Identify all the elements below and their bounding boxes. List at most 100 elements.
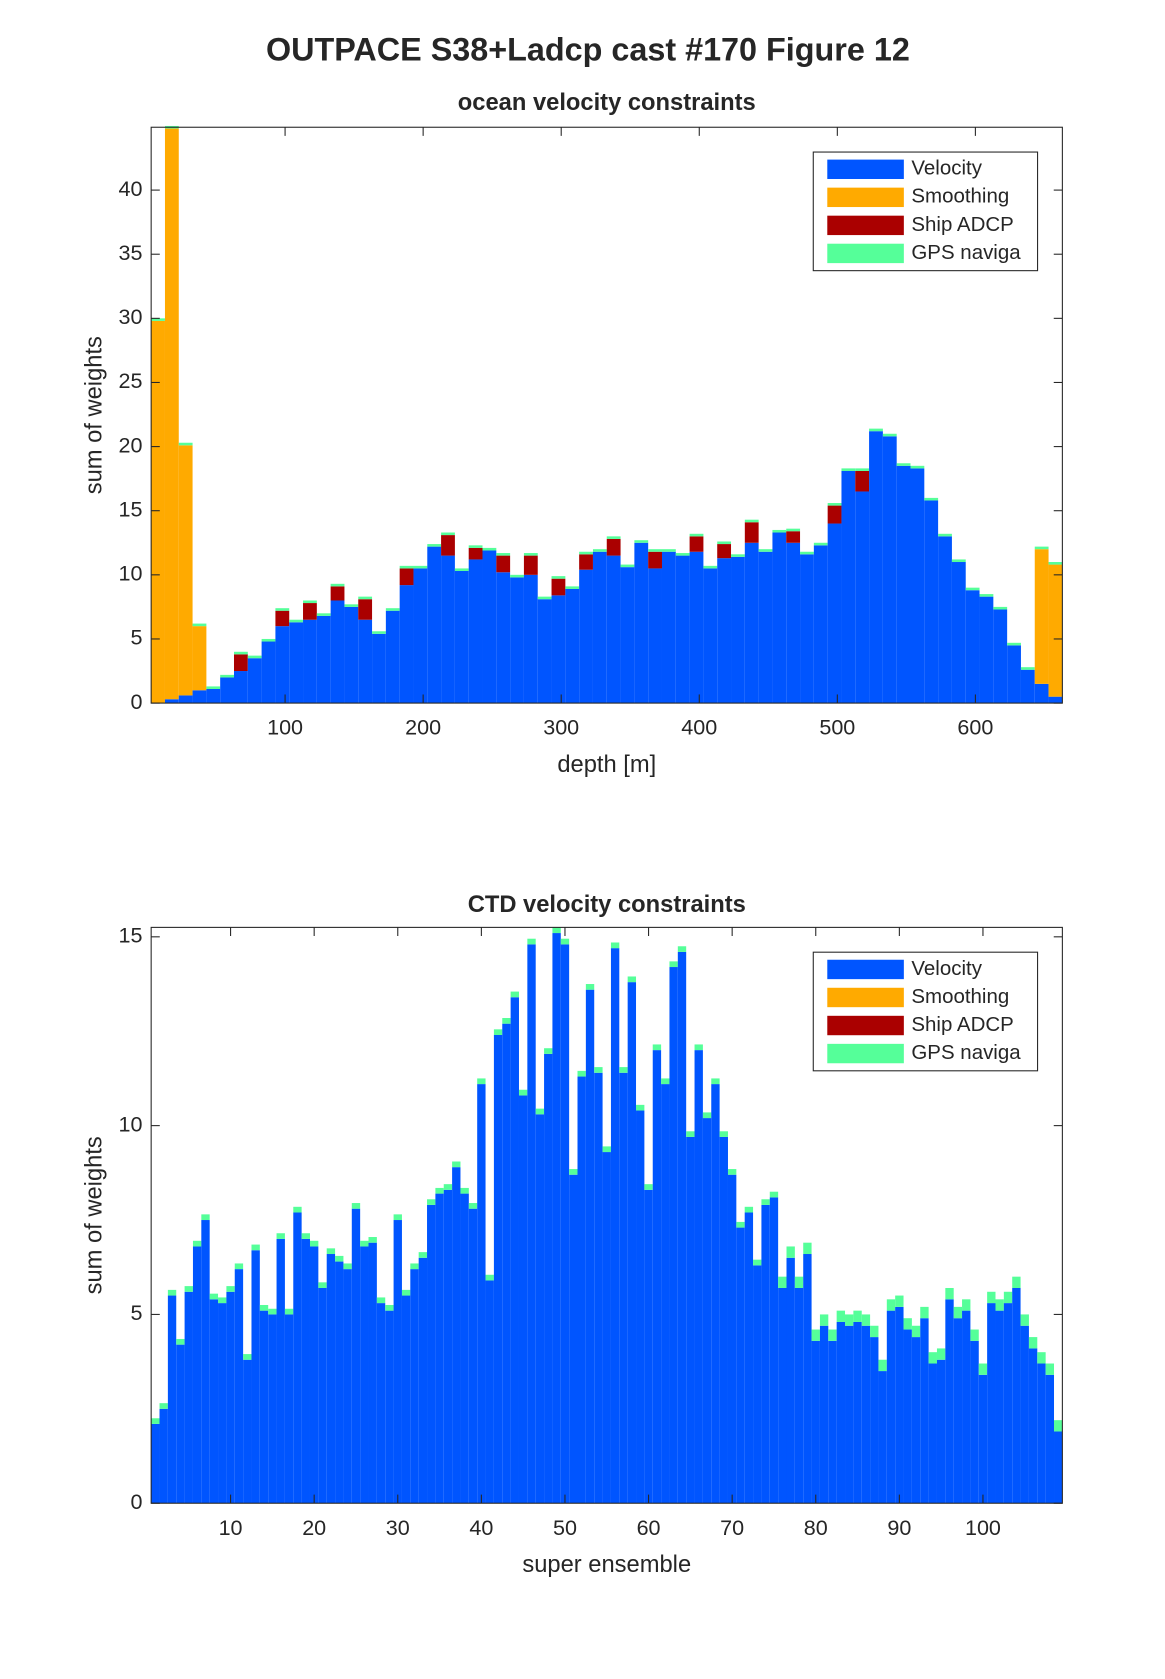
bar-segment	[268, 1314, 277, 1504]
bar-segment	[276, 1238, 285, 1504]
bar-segment	[293, 1212, 302, 1504]
bar-segment	[861, 1325, 871, 1504]
bars	[151, 927, 1063, 1504]
bar-segment	[393, 1220, 402, 1504]
bar-segment	[176, 1344, 185, 1504]
bar-segment	[243, 1359, 252, 1504]
x-axis-label: depth [m]	[557, 752, 656, 778]
bar-segment	[427, 1204, 436, 1504]
bar-segment	[962, 1299, 971, 1311]
bar-segment	[523, 574, 538, 704]
bar-segment	[819, 1325, 829, 1504]
bar-segment	[744, 522, 759, 543]
x-tick-label: 10	[219, 1515, 243, 1540]
bar-segment	[694, 1050, 703, 1504]
bar-segment	[855, 491, 870, 704]
bar-segment	[896, 463, 911, 466]
y-tick-label: 0	[131, 1489, 143, 1514]
bar-segment	[441, 555, 455, 704]
bar-segment	[360, 1246, 369, 1504]
bar-segment	[413, 568, 428, 704]
bar-segment	[778, 1287, 787, 1504]
bar-segment	[965, 587, 980, 591]
bar-segment	[627, 976, 637, 983]
bar-segment	[928, 1352, 937, 1364]
bar-segment	[303, 600, 317, 604]
bar-segment	[385, 1310, 394, 1504]
x-tick-label: 80	[804, 1515, 828, 1540]
bar-segment	[786, 531, 801, 543]
bar-segment	[869, 428, 883, 432]
y-tick-label: 10	[119, 561, 143, 586]
bar-segment	[151, 318, 165, 321]
bar-segment	[577, 1076, 586, 1504]
x-tick-label: 400	[681, 715, 717, 740]
bar-segment	[970, 1329, 979, 1341]
bar-segment	[385, 1304, 394, 1311]
bar-segment	[861, 1314, 871, 1326]
bar-segment	[192, 623, 207, 627]
bar-segment	[1020, 1314, 1029, 1326]
bar-segment	[736, 1221, 745, 1228]
bar-segment	[689, 533, 704, 537]
bar-segment	[435, 1187, 444, 1194]
bar-segment	[689, 536, 704, 552]
bar-segment	[619, 1067, 628, 1073]
bar-segment	[644, 1189, 653, 1504]
bar-segment	[761, 1204, 770, 1504]
bar-segment	[836, 1310, 846, 1322]
bar-segment	[218, 1303, 227, 1504]
bar-segment	[192, 690, 207, 704]
bar-segment	[261, 641, 276, 704]
bar-segment	[330, 583, 345, 587]
bar-segment	[452, 1161, 461, 1168]
bar-segment	[786, 1246, 795, 1258]
bar-segment	[987, 1303, 996, 1504]
bar-segment	[220, 677, 234, 704]
bar-segment	[772, 529, 787, 533]
bar-segment	[744, 1212, 754, 1504]
bar-segment	[993, 609, 1008, 704]
bar-segment	[794, 1287, 804, 1504]
bar-segment	[496, 553, 511, 556]
bar-segment	[234, 1269, 244, 1504]
legend-swatch	[827, 1015, 904, 1036]
bar-segment	[344, 606, 359, 704]
bar-segment	[551, 578, 566, 596]
bar-segment	[585, 989, 595, 1504]
bar-segment	[938, 533, 952, 537]
bar-segment	[477, 1084, 486, 1504]
x-tick-label: 40	[469, 1515, 493, 1540]
bar-segment	[192, 626, 207, 691]
bar-segment	[702, 1118, 712, 1504]
bar-segment	[468, 545, 483, 548]
bar-segment	[736, 1227, 745, 1504]
bars	[151, 125, 1063, 704]
bar-segment	[995, 1310, 1004, 1504]
legend-label: Smoothing	[911, 185, 1009, 208]
bar-segment	[518, 1095, 528, 1504]
bar-segment	[878, 1371, 887, 1504]
bar-segment	[827, 503, 842, 506]
bar-segment	[827, 505, 842, 524]
bar-segment	[1007, 645, 1021, 704]
bar-segment	[301, 1238, 310, 1504]
bar-segment	[853, 1321, 862, 1504]
bar-segment	[602, 1146, 611, 1153]
bar-segment	[523, 553, 538, 556]
bar-segment	[987, 1291, 996, 1304]
bar-segment	[694, 1044, 703, 1051]
bar-segment	[410, 1269, 419, 1504]
bar-segment	[634, 542, 649, 704]
bar-segment	[661, 1078, 670, 1085]
bar-segment	[903, 1329, 912, 1504]
legend-swatch	[827, 243, 904, 264]
bar-segment	[686, 1131, 695, 1137]
bar-segment	[1020, 667, 1035, 670]
bar-segment	[427, 1199, 436, 1205]
x-tick-label: 600	[957, 715, 993, 740]
bar-segment	[661, 1084, 670, 1504]
bar-segment	[502, 1018, 511, 1024]
bar-segment	[1045, 1363, 1055, 1375]
